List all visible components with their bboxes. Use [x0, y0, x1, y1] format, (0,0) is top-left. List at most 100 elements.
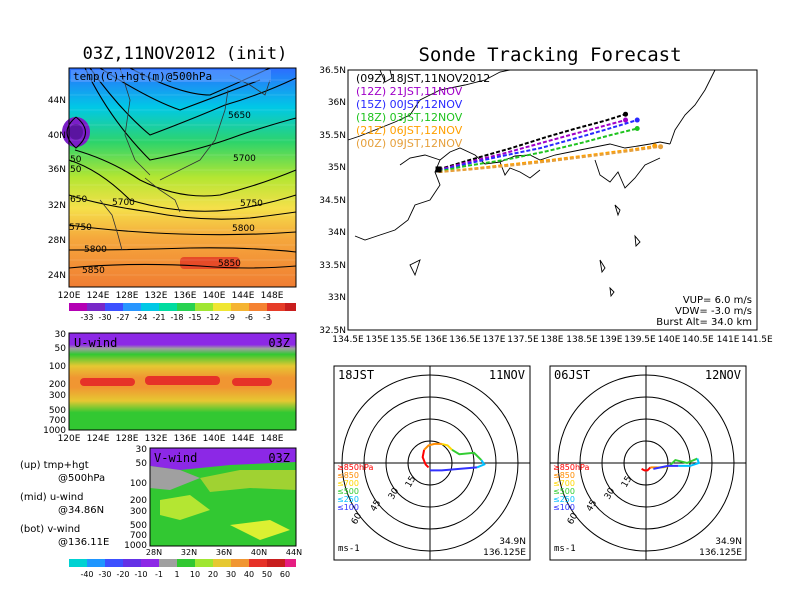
svg-text:144E: 144E — [232, 434, 255, 444]
svg-text:148E: 148E — [261, 291, 284, 301]
launch-site-marker — [435, 166, 442, 173]
legend-entry: (15Z) 00JST,12NOV — [356, 98, 463, 111]
svg-text:500: 500 — [49, 406, 66, 416]
hodo-segment-1 — [423, 442, 442, 451]
svg-text:44N: 44N — [286, 548, 302, 557]
svg-text:124E: 124E — [87, 434, 110, 444]
map-lat-ticks: 44N 40N 36N 32N 28N 24N — [48, 96, 66, 281]
contour-label: 5850 — [82, 266, 105, 276]
svg-text:≤250: ≤250 — [337, 495, 359, 504]
svg-text:136.5E: 136.5E — [449, 335, 481, 345]
hodo-lon: 136.125E — [483, 548, 526, 558]
contour-label: 5850 — [218, 259, 241, 269]
hodograph-panels: 18JST 11NOV 15 30 45 60 ≥850hPa ≤850 ≤70… — [333, 365, 747, 561]
launch-params: VUP= 6.0 m/s VDW= -3.0 m/s Burst Alt= 34… — [656, 295, 752, 328]
track-line-3 — [438, 127, 638, 173]
svg-text:≤250: ≤250 — [553, 495, 575, 504]
track-line-0 — [438, 113, 626, 171]
hodograph-2: 06JST 12NOV 15 30 45 60 ≥850hPa ≤850 ≤70… — [549, 365, 747, 561]
svg-text:≤500: ≤500 — [337, 487, 359, 496]
svg-text:44N: 44N — [48, 96, 66, 106]
svg-text:(bot) v-wind: (bot) v-wind — [20, 524, 80, 535]
svg-text:(up) tmp+hgt: (up) tmp+hgt — [20, 460, 89, 471]
svg-text:32N: 32N — [181, 548, 197, 557]
svg-text:50: 50 — [262, 570, 272, 579]
svg-text:140E: 140E — [203, 291, 226, 301]
track-endpoint-2 — [634, 117, 640, 123]
wind-colorbar — [69, 559, 296, 567]
svg-text:140E: 140E — [658, 335, 681, 345]
track-endpoint-3 — [634, 126, 640, 131]
svg-text:32N: 32N — [48, 201, 66, 211]
svg-text:-10: -10 — [134, 570, 147, 579]
svg-text:100: 100 — [130, 479, 147, 489]
hodo-segment-5 — [653, 464, 679, 470]
hodo-segment-4 — [678, 458, 701, 467]
svg-text:700: 700 — [130, 531, 147, 541]
svg-text:-21: -21 — [152, 313, 165, 322]
u-wind-label: U-wind — [74, 336, 117, 350]
svg-text:≤850: ≤850 — [553, 471, 575, 480]
legend-entry: (00Z) 09JST,12NOV — [356, 137, 463, 150]
svg-text:45: 45 — [369, 499, 383, 514]
svg-text:137.5E: 137.5E — [507, 335, 539, 345]
svg-text:Burst Alt= 34.0 km: Burst Alt= 34.0 km — [656, 317, 752, 328]
coastlines — [99, 67, 271, 251]
temp-colorbar — [69, 303, 296, 311]
contour-label: 5750 — [240, 199, 263, 209]
svg-text:144E: 144E — [232, 291, 255, 301]
hodo-lat: 34.9N — [715, 537, 742, 547]
svg-text:124E: 124E — [87, 291, 110, 301]
legend-entry: (21Z) 06JST,12NOV — [356, 124, 463, 137]
svg-text:15: 15 — [620, 475, 634, 490]
svg-text:32.5N: 32.5N — [319, 326, 346, 336]
svg-text:34N: 34N — [328, 228, 346, 238]
hodo-segment-0 — [421, 449, 430, 469]
u-lon-ticks: 120E 124E 128E 132E 136E 140E 144E 148E — [58, 434, 284, 444]
svg-text:VUP= 6.0 m/s: VUP= 6.0 m/s — [683, 295, 752, 306]
hodo-time: 18JST — [338, 368, 374, 382]
v-wind-label: V-wind — [154, 451, 197, 465]
svg-text:33.5N: 33.5N — [319, 261, 346, 271]
svg-text:128E: 128E — [116, 434, 139, 444]
svg-text:@136.11E: @136.11E — [58, 537, 109, 548]
hodo-segment-5 — [430, 466, 478, 472]
v-pressure-ticks: 30 50 100 200 300 500 700 1000 — [124, 445, 147, 551]
v-lat-ticks: 28N 32N 36N 40N 44N — [146, 548, 302, 557]
svg-text:-24: -24 — [134, 313, 147, 322]
hodo-segment-2 — [441, 442, 453, 451]
svg-text:148E: 148E — [261, 434, 284, 444]
hodo-date: 12NOV — [705, 368, 741, 382]
svg-text:1000: 1000 — [124, 541, 147, 551]
hodo-date: 11NOV — [489, 368, 525, 382]
hodo-segment-3 — [668, 457, 698, 467]
svg-text:40: 40 — [244, 570, 254, 579]
map-label: temp(C)+hgt(m)@500hPa — [73, 70, 212, 83]
svg-text:33N: 33N — [328, 293, 346, 303]
svg-text:28N: 28N — [48, 236, 66, 246]
svg-text:(mid) u-wind: (mid) u-wind — [20, 492, 83, 503]
svg-text:120E: 120E — [58, 434, 81, 444]
contour-label: 5700 — [233, 154, 256, 164]
hodo-time: 06JST — [554, 368, 590, 382]
svg-text:141E: 141E — [717, 335, 740, 345]
svg-text:200: 200 — [130, 496, 147, 506]
svg-text:-33: -33 — [80, 313, 93, 322]
svg-text:-27: -27 — [116, 313, 129, 322]
contour-label: 5700 — [112, 198, 135, 208]
svg-text:137E: 137E — [483, 335, 506, 345]
svg-text:-6: -6 — [245, 313, 253, 322]
svg-text:140.5E: 140.5E — [682, 335, 714, 345]
u-wind-time: 03Z — [268, 336, 290, 350]
track-map: (09Z) 18JST,11NOV2012 (12Z) 21JST,11NOV … — [319, 66, 773, 345]
svg-text:36.5N: 36.5N — [319, 66, 346, 76]
svg-text:139.5E: 139.5E — [624, 335, 656, 345]
hodo-level-legend: ≥850hPa ≤850 ≤700 ≤500 ≤250 ≤100 — [553, 463, 590, 512]
svg-text:100: 100 — [49, 362, 66, 372]
u-wind-jet — [80, 376, 272, 386]
svg-text:24N: 24N — [48, 271, 66, 281]
coastline — [347, 69, 716, 298]
svg-text:30: 30 — [226, 570, 236, 579]
svg-text:35N: 35N — [328, 163, 346, 173]
contour-label: 50 — [70, 155, 82, 165]
